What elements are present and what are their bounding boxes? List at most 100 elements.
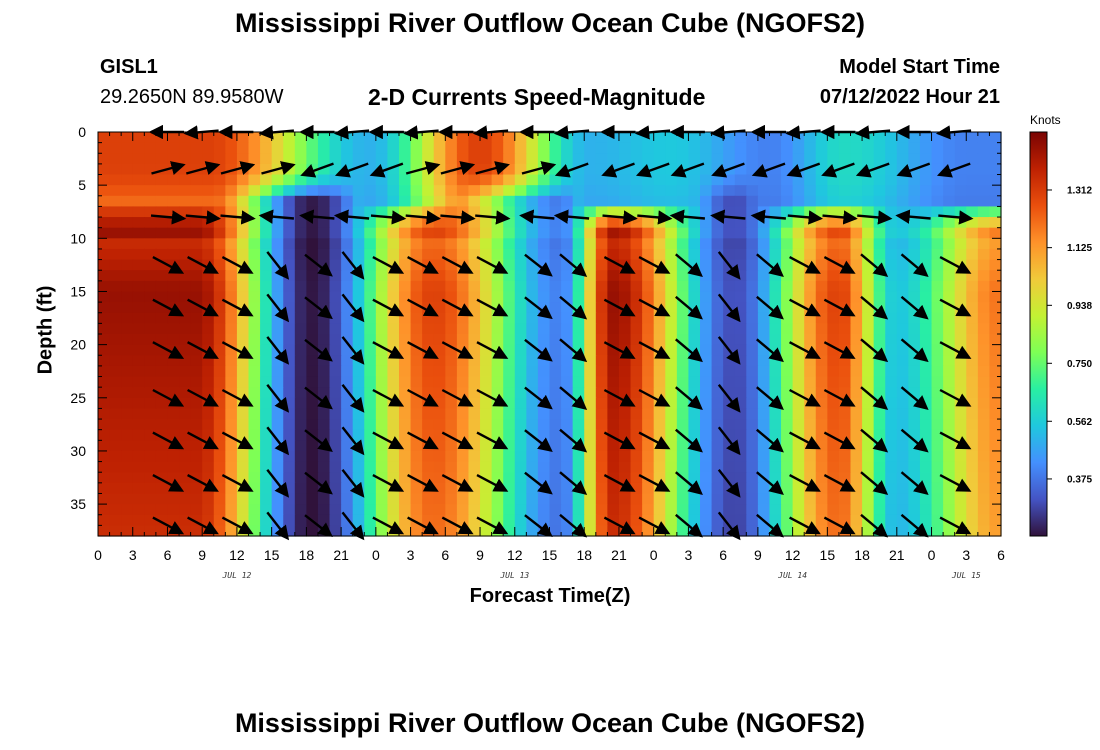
heatmap-cell [630,227,643,239]
heatmap-cell [352,408,365,420]
heatmap-cell [225,227,238,239]
heatmap-cell [375,291,389,303]
heatmap-cell [665,419,678,431]
heatmap-cell [213,525,226,537]
heatmap-cell [399,355,412,367]
heatmap-cell [190,429,203,441]
heatmap-cell [769,429,782,441]
heatmap-cell [815,461,828,473]
heatmap-cell [977,259,991,271]
heatmap-cell [98,461,111,473]
current-vector-arrow [939,341,972,359]
heatmap-cell [723,408,736,420]
heatmap-cell [132,323,145,335]
heatmap-cell [317,185,331,197]
current-vector-arrow [860,513,889,538]
heatmap-cell [746,376,759,388]
current-vector-arrow [221,388,254,407]
heatmap-cell [561,291,574,303]
heatmap-cell [468,302,481,314]
heatmap-cell [480,280,493,293]
heatmap-cell [711,291,724,303]
heatmap-cell [294,227,307,239]
heatmap-cell [445,429,458,441]
heatmap-cell [329,408,342,420]
heatmap-cell [306,355,319,367]
current-vector-arrow [675,471,703,495]
heatmap-cell [213,450,226,463]
heatmap-cell [873,227,886,239]
heatmap-cell [109,461,122,473]
heatmap-cell [781,206,794,218]
current-vector-arrow [823,341,856,359]
heatmap-cell [526,227,539,239]
heatmap-cell [503,429,516,441]
heatmap-cell [236,153,250,165]
heatmap-cell [202,227,215,239]
heatmap-cell [792,238,805,250]
heatmap-cell [862,493,875,505]
heatmap-cell [896,153,909,165]
heatmap-cell [653,185,666,197]
current-vector-arrow [601,162,635,178]
heatmap-cell [549,238,562,250]
heatmap-cell [132,440,145,452]
heatmap-cell [700,482,713,495]
heatmap-cell [155,153,169,165]
heatmap-cell [202,365,215,378]
heatmap-cell [271,174,284,186]
heatmap-cell [966,185,979,197]
heatmap-cell [827,312,840,324]
heatmap-cell [838,419,852,431]
heatmap-cell [433,280,446,293]
current-vector-arrow [407,341,439,359]
heatmap-cell [977,302,991,314]
x-tick-label: 9 [198,547,206,563]
heatmap-cell [399,163,412,176]
heatmap-cell [456,195,470,208]
heatmap-cell [966,302,979,314]
heatmap-cell [607,206,620,218]
heatmap-cell [931,461,944,473]
heatmap-cell [236,195,250,208]
heatmap-cell [271,472,284,484]
heatmap-cell [676,142,690,154]
heatmap-cell [468,397,481,410]
heatmap-cell [503,493,516,505]
heatmap-cell [445,397,458,410]
heatmap-cell [375,248,389,261]
heatmap-cell [827,525,840,537]
heatmap-cell [375,302,389,314]
heatmap-cell [827,504,840,516]
heatmap-cell [908,461,921,473]
heatmap-cell [144,504,157,516]
heatmap-cell [480,514,493,526]
heatmap-cell [862,142,875,154]
heatmap-cell [445,248,458,261]
heatmap-cell [537,248,551,261]
heatmap-cell [630,334,643,346]
heatmap-cell [109,217,122,229]
heatmap-cell [572,206,585,218]
heatmap-cell [248,355,261,367]
current-vector-arrow [266,469,290,498]
heatmap-cell [954,365,967,378]
heatmap-cell [514,153,527,165]
heatmap-cell [653,461,666,473]
heatmap-cell [931,514,944,526]
heatmap-cell [954,280,967,293]
heatmap-cell [155,259,169,271]
heatmap-cell [236,174,250,186]
heatmap-cell [607,259,620,271]
heatmap-cell [364,408,377,420]
heatmap-cell [271,408,284,420]
current-vector-arrow [300,162,334,178]
heatmap-cell [329,355,342,367]
heatmap-cell [445,227,458,239]
current-vector-arrow [860,295,889,320]
heatmap-cell [317,387,331,399]
heatmap-cell [410,312,423,324]
heatmap-cell [410,344,423,356]
heatmap-cell [688,504,701,516]
heatmap-cell [410,270,423,282]
